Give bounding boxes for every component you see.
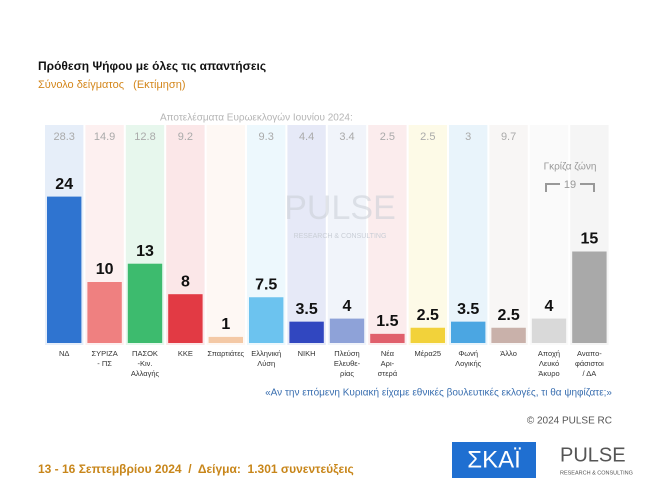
value-label: 2.5 — [497, 307, 519, 324]
value-label: 2.5 — [417, 307, 439, 324]
gray-zone-value: 19 — [564, 179, 576, 191]
pulse-logo: PULSE — [560, 444, 626, 466]
reference-value: 2.5 — [380, 131, 395, 143]
reference-value: 12.8 — [134, 131, 155, 143]
value-label: 8 — [181, 273, 190, 290]
x-tick-label: Άκυρο — [538, 369, 559, 378]
value-label: 3.5 — [295, 301, 317, 318]
x-tick-label: ΝΙΚΗ — [298, 349, 316, 358]
bar — [531, 318, 567, 343]
reference-value: 4.4 — [299, 131, 314, 143]
column-bg — [529, 125, 569, 345]
x-tick-label: Σπαρτιάτες — [207, 349, 244, 358]
x-tick-label: φάσιστοι — [575, 359, 604, 368]
column-bg — [368, 125, 407, 345]
bar — [87, 282, 122, 343]
x-tick-label: Αλλαγής — [131, 369, 160, 378]
copyright: © 2024 PULSE RC — [527, 416, 612, 427]
x-tick-label: Πλεύση — [334, 349, 359, 358]
x-tick-label: ΚΚΕ — [178, 349, 193, 358]
watermark: PULSE — [284, 189, 396, 227]
reference-value: 28.3 — [53, 131, 74, 143]
x-tick-label: Αναπο- — [577, 349, 602, 358]
value-label: 3.5 — [457, 301, 479, 318]
value-label: 7.5 — [255, 276, 277, 293]
x-tick-label: Φωνή — [458, 349, 478, 358]
reference-title: Αποτελέσματα Ευρωεκλογών Ιουνίου 2024: — [160, 112, 353, 124]
bar — [329, 318, 365, 343]
skai-logo-box — [452, 442, 536, 478]
x-tick-label: Ελευθε- — [334, 359, 361, 368]
bar — [249, 297, 284, 343]
x-tick-label: Νέα — [381, 349, 395, 358]
bar — [47, 196, 82, 343]
bar — [370, 333, 405, 343]
x-tick-label: / ΔΑ — [583, 369, 597, 378]
x-tick-label: Ελληνική — [251, 349, 281, 358]
gray-zone-bracket — [545, 183, 595, 192]
x-tick-label: Μέρα25 — [415, 349, 442, 358]
reference-value: 9.7 — [501, 131, 516, 143]
bar — [289, 321, 324, 343]
reference-value: 14.9 — [94, 131, 115, 143]
value-label: 1 — [221, 316, 230, 333]
column-bg — [287, 125, 326, 345]
x-tick-label: στερά — [378, 369, 398, 378]
value-label: 15 — [581, 231, 599, 248]
x-tick-label: Αρι- — [381, 359, 395, 368]
column-bg — [449, 125, 488, 345]
pulse-logo-sub: RESEARCH & CONSULTING — [560, 470, 633, 476]
reference-value: 3.4 — [339, 131, 354, 143]
chart-title: Πρόθεση Ψήφου με όλες τις απαντήσεις — [38, 59, 266, 73]
x-tick-label: ΣΥΡΙΖΑ — [91, 349, 117, 358]
skai-logo: ΣΚΑΪ — [467, 446, 521, 473]
x-tick-label: Αποχή — [538, 349, 560, 358]
question: «Αν την επόμενη Κυριακή είχαμε εθνικές β… — [265, 387, 612, 399]
bar — [491, 327, 526, 343]
x-tick-label: Λογικής — [455, 359, 482, 368]
x-tick-label: Λευκό — [539, 359, 559, 368]
x-tick-label: ΝΔ — [59, 349, 69, 358]
bar — [410, 327, 445, 343]
bar — [451, 321, 486, 343]
reference-value: 3 — [465, 131, 471, 143]
value-label: 4 — [343, 298, 352, 315]
value-label: 24 — [55, 176, 73, 193]
bar — [208, 336, 243, 343]
bar — [572, 251, 607, 343]
value-label: 13 — [136, 243, 154, 260]
column-backgrounds — [45, 125, 609, 345]
column-bg — [327, 125, 367, 345]
column-bg — [408, 125, 447, 345]
reference-value: 9.3 — [259, 131, 274, 143]
x-tick-label: -Κιν. — [138, 359, 153, 368]
chart-subtitle: Σύνολο δείγματος (Εκτίμηση) — [38, 79, 186, 91]
x-tick-label: - ΠΣ — [97, 359, 112, 368]
column-bg — [206, 125, 245, 345]
value-label: 10 — [96, 261, 114, 278]
footer: 13 - 16 Σεπτεμβρίου 2024 / Δείγμα: 1.301… — [38, 462, 354, 476]
gray-zone-label: Γκρίζα ζώνη — [544, 161, 597, 173]
reference-value: 9.2 — [178, 131, 193, 143]
bar — [127, 263, 163, 343]
watermark-sub: RESEARCH & CONSULTING — [294, 233, 387, 240]
x-tick-label: ρίας — [340, 369, 354, 378]
column-bg — [489, 125, 528, 345]
x-tick-label: Άλλο — [500, 349, 517, 358]
x-tick-label: ΠΑΣΟΚ — [132, 349, 158, 358]
value-label: 4 — [545, 298, 554, 315]
reference-value: 2.5 — [420, 131, 435, 143]
bar — [168, 294, 203, 343]
x-tick-label: Λύση — [257, 359, 275, 368]
value-label: 1.5 — [376, 313, 398, 330]
